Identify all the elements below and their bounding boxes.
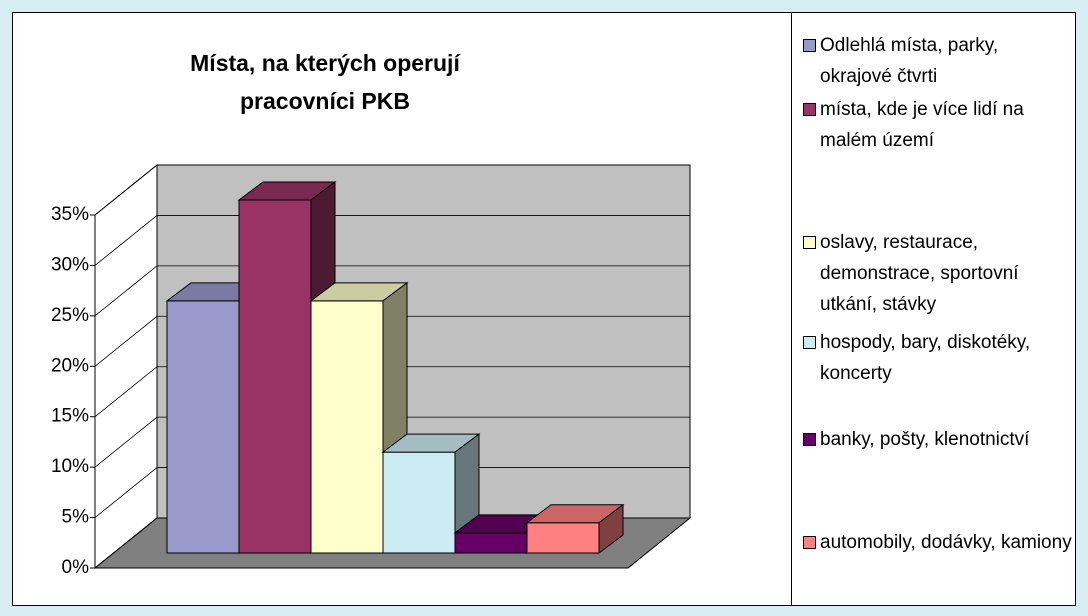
bar-side <box>598 503 624 554</box>
grid-line <box>94 215 690 266</box>
legend-label: místa, kde je více lidí na malém území <box>820 99 1024 151</box>
legend-label: hospody, bary, diskotéky, koncerty <box>820 332 1031 384</box>
legend-label: Odlehlá místa, parky, okrajové čtvrti <box>820 35 999 87</box>
bar-front <box>454 532 528 554</box>
grid-line <box>94 315 690 367</box>
bar-front <box>310 300 384 554</box>
legend-item: Odlehlá místa, parky, okrajové čtvrti <box>800 30 1074 92</box>
left-wall <box>94 163 158 570</box>
y-tick-label: 5% <box>62 507 90 528</box>
legend-swatch <box>803 39 816 52</box>
legend-item: automobily, dodávky, kamiony <box>800 527 1074 558</box>
chart-title: Místa, na kterých operují <box>190 50 461 76</box>
y-tick-label: 15% <box>51 406 89 427</box>
legend-swatch <box>803 433 816 446</box>
bar-front <box>526 522 600 554</box>
bar-front <box>382 451 456 554</box>
legend-item: hospody, bary, diskotéky, koncerty <box>800 327 1074 389</box>
legend-label: oslavy, restaurace, demonstrace, sportov… <box>820 232 1019 315</box>
grid-line <box>94 164 690 216</box>
grid-line <box>94 265 690 317</box>
y-tick-label: 10% <box>51 456 89 477</box>
legend-item: oslavy, restaurace, demonstrace, sportov… <box>800 227 1074 320</box>
y-tick-label: 30% <box>51 254 89 275</box>
legend-item: banky, pošty, klenotnictví <box>800 424 1074 455</box>
legend-swatch <box>803 536 816 549</box>
y-tick-label: 20% <box>51 355 89 376</box>
legend-swatch <box>803 236 816 249</box>
grid-line <box>94 366 690 418</box>
legend-swatch <box>803 336 816 349</box>
legend-label: automobily, dodávky, kamiony <box>820 532 1072 553</box>
legend-swatch <box>803 103 816 116</box>
legend-item: místa, kde je více lidí na malém území <box>800 94 1074 156</box>
legend-label: banky, pošty, klenotnictví <box>820 429 1030 450</box>
chart-title: pracovníci PKB <box>240 88 410 114</box>
grid-line <box>94 416 690 468</box>
bar-front <box>238 199 312 554</box>
y-tick-label: 25% <box>51 305 89 326</box>
legend: Odlehlá místa, parky, okrajové čtvrti mís… <box>791 12 1076 606</box>
y-tick-label: 35% <box>51 204 89 225</box>
grid-line <box>94 467 690 518</box>
bar-front <box>166 300 240 554</box>
y-tick-label: 0% <box>62 557 90 578</box>
